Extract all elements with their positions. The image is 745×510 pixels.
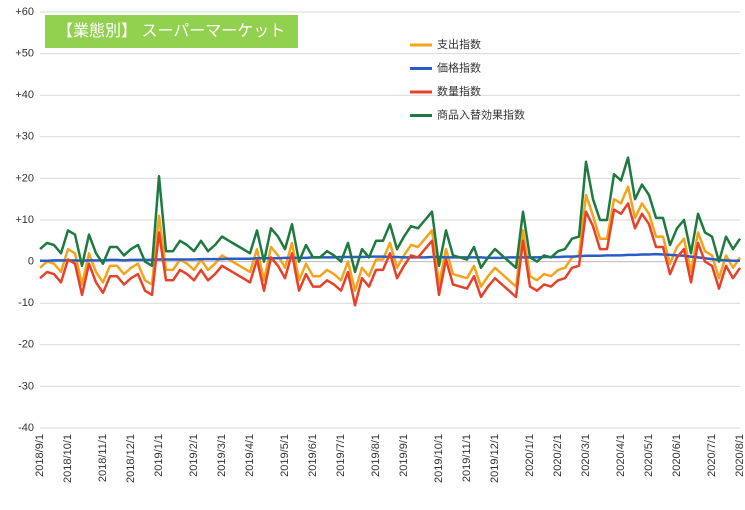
- x-tick-label: 2019/3/1: [216, 434, 228, 477]
- chart-title: 【業態別】 スーパーマーケット: [57, 22, 285, 40]
- x-tick-label: 2020/2/1: [552, 434, 564, 477]
- x-tick-label: 2019/12/1: [489, 434, 501, 483]
- x-tick-label: 2020/6/1: [671, 434, 683, 477]
- x-tick-label: 2018/9/1: [34, 434, 46, 477]
- x-tick-label: 2018/12/1: [125, 434, 137, 483]
- x-tick-label: 2019/9/1: [398, 434, 410, 477]
- x-tick-label: 2020/1/1: [524, 434, 536, 477]
- x-tick-label: 2020/3/1: [580, 434, 592, 477]
- x-tick-label: 2019/8/1: [370, 434, 382, 477]
- y-tick-label: +30: [15, 131, 34, 143]
- legend-label: 支出指数: [437, 37, 481, 51]
- x-tick-label: 2019/4/1: [244, 434, 256, 477]
- x-tick-label: 2019/10/1: [433, 434, 445, 483]
- x-tick-label: 2018/10/1: [62, 434, 74, 483]
- y-tick-label: +20: [15, 172, 34, 184]
- y-tick-label: +50: [15, 48, 34, 60]
- x-tick-label: 2019/11/1: [461, 434, 473, 482]
- title-box: [45, 15, 298, 48]
- line-series: [39, 202, 742, 307]
- legend-label: 数量指数: [437, 84, 481, 98]
- line-series: [39, 156, 742, 274]
- x-tick-label: 2020/7/1: [706, 434, 718, 477]
- x-tick-label: 2020/4/1: [615, 434, 627, 477]
- legend-label: 価格指数: [437, 60, 481, 74]
- x-tick-label: 2019/5/1: [279, 434, 291, 477]
- y-tick-label: -20: [18, 339, 34, 351]
- line-series: [39, 185, 742, 292]
- y-tick-label: -10: [18, 297, 34, 309]
- x-tick-label: 2018/11/1: [97, 434, 109, 482]
- y-tick-label: +10: [15, 214, 34, 226]
- y-tick-label: +60: [15, 6, 34, 18]
- x-tick-label: 2019/1/1: [153, 434, 165, 477]
- y-tick-label: -40: [18, 422, 34, 434]
- y-tick-label: 0: [28, 256, 34, 268]
- x-tick-label: 2020/5/1: [643, 434, 655, 477]
- x-tick-label: 2019/2/1: [188, 434, 200, 477]
- x-tick-label: 2020/8/1: [734, 434, 745, 477]
- legend-label: 商品入替効果指数: [437, 107, 525, 121]
- y-tick-label: +40: [15, 89, 34, 101]
- x-tick-label: 2019/6/1: [307, 434, 319, 477]
- y-tick-label: -30: [18, 380, 34, 392]
- x-tick-label: 2019/7/1: [335, 434, 347, 477]
